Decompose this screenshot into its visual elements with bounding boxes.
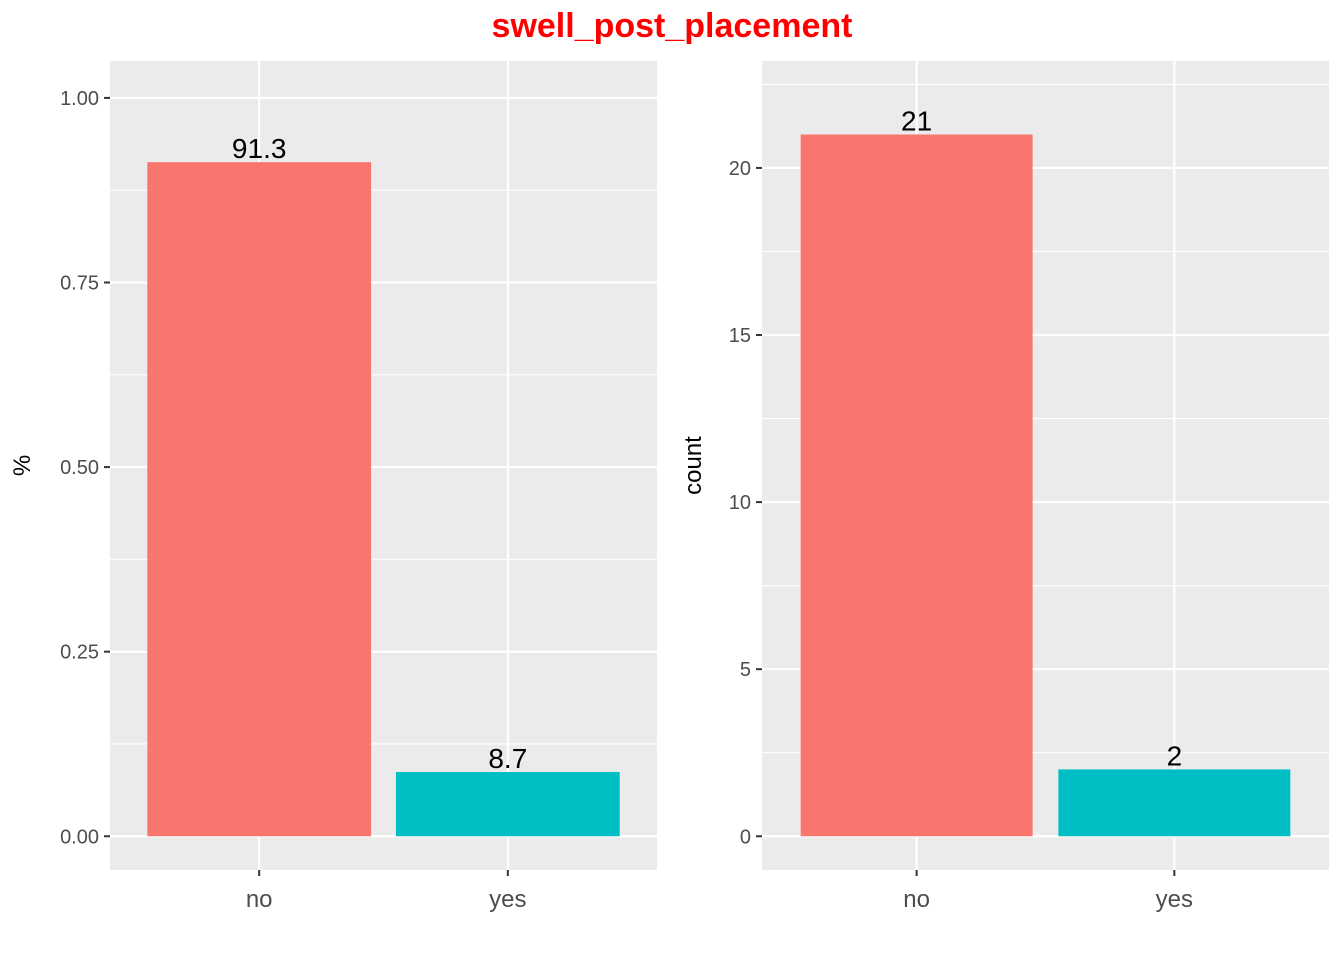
percent-bar-chart: 0.00 0.25 0.50 0.75 1.00 91.3 8.7 no yes% (9, 61, 657, 913)
y-axis-label: % (9, 455, 36, 476)
bar-yes (395, 772, 620, 837)
data-label: 91.3 (232, 133, 287, 164)
y-tick-label: 0.25 (60, 642, 99, 664)
y-tick-label: 15 (729, 325, 751, 347)
x-tick-label: no (246, 886, 273, 913)
bar-no (147, 162, 372, 837)
y-tick-label: 0.50 (60, 457, 99, 479)
y-tick-label: 10 (729, 492, 751, 514)
y-tick-label: 0 (740, 826, 751, 848)
x-tick-label: no (903, 886, 930, 913)
y-tick-label: 1.00 (60, 88, 99, 110)
data-label: 2 (1167, 740, 1183, 771)
y-tick-label: 0.75 (60, 273, 99, 295)
bar-yes (1058, 769, 1291, 837)
bar-no (800, 134, 1033, 837)
y-axis-label: count (680, 436, 707, 495)
data-label: 8.7 (488, 743, 527, 774)
y-tick-label: 0.00 (60, 826, 99, 848)
count-bar-chart: 0 5 10 15 20 21 2 no yes count (680, 61, 1329, 913)
y-tick-label: 5 (740, 659, 751, 681)
x-tick-label: yes (1156, 886, 1193, 913)
data-label: 21 (901, 106, 932, 137)
x-tick-label: yes (489, 886, 526, 913)
chart-title: swell_post_placement (492, 7, 853, 45)
y-tick-label: 20 (729, 158, 751, 180)
